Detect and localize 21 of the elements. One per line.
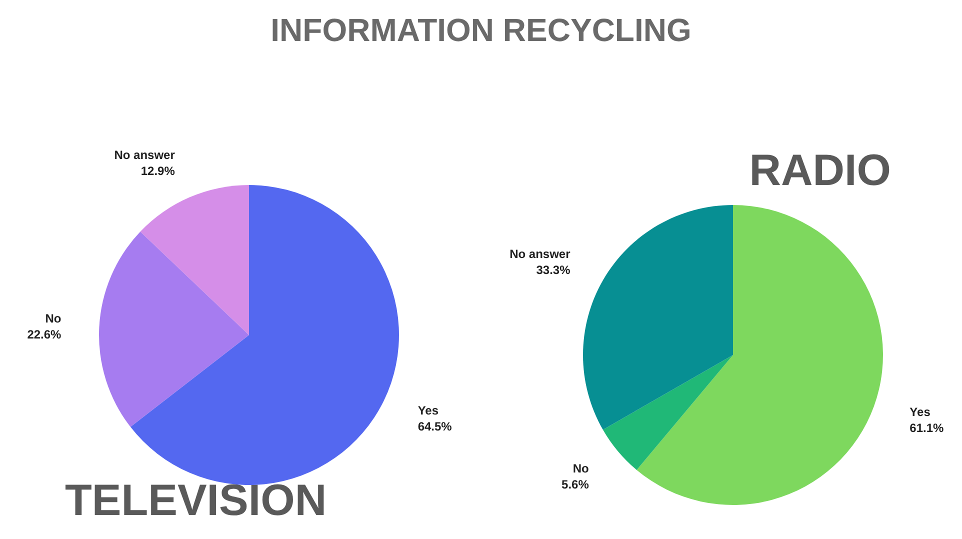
pie-slice <box>140 185 249 335</box>
data-label: 22.6% <box>27 328 62 342</box>
slice-label: No answer <box>510 246 571 261</box>
pie-slice <box>583 205 733 430</box>
text: TELEVISION <box>65 476 327 525</box>
pie-slice <box>636 205 883 505</box>
pie-slice <box>99 232 249 427</box>
slice-label: Yes <box>910 405 931 420</box>
data-label: 33.3% <box>536 262 571 277</box>
slice-label: Yes <box>418 404 439 418</box>
slice-label: No <box>45 312 62 326</box>
chart-title: RADIO <box>749 146 891 195</box>
data-label: 64.5% <box>418 420 452 434</box>
data-label: 61.1% <box>910 421 944 436</box>
slice-label: No <box>572 462 589 476</box>
data-label: 12.9% <box>140 164 176 178</box>
data-label: 5.6% <box>562 478 590 492</box>
text: INFORMATION RECYCLING <box>270 12 692 49</box>
slice-label: No answer <box>114 148 176 162</box>
pie-slice <box>602 355 733 470</box>
pie-slice <box>130 185 399 485</box>
